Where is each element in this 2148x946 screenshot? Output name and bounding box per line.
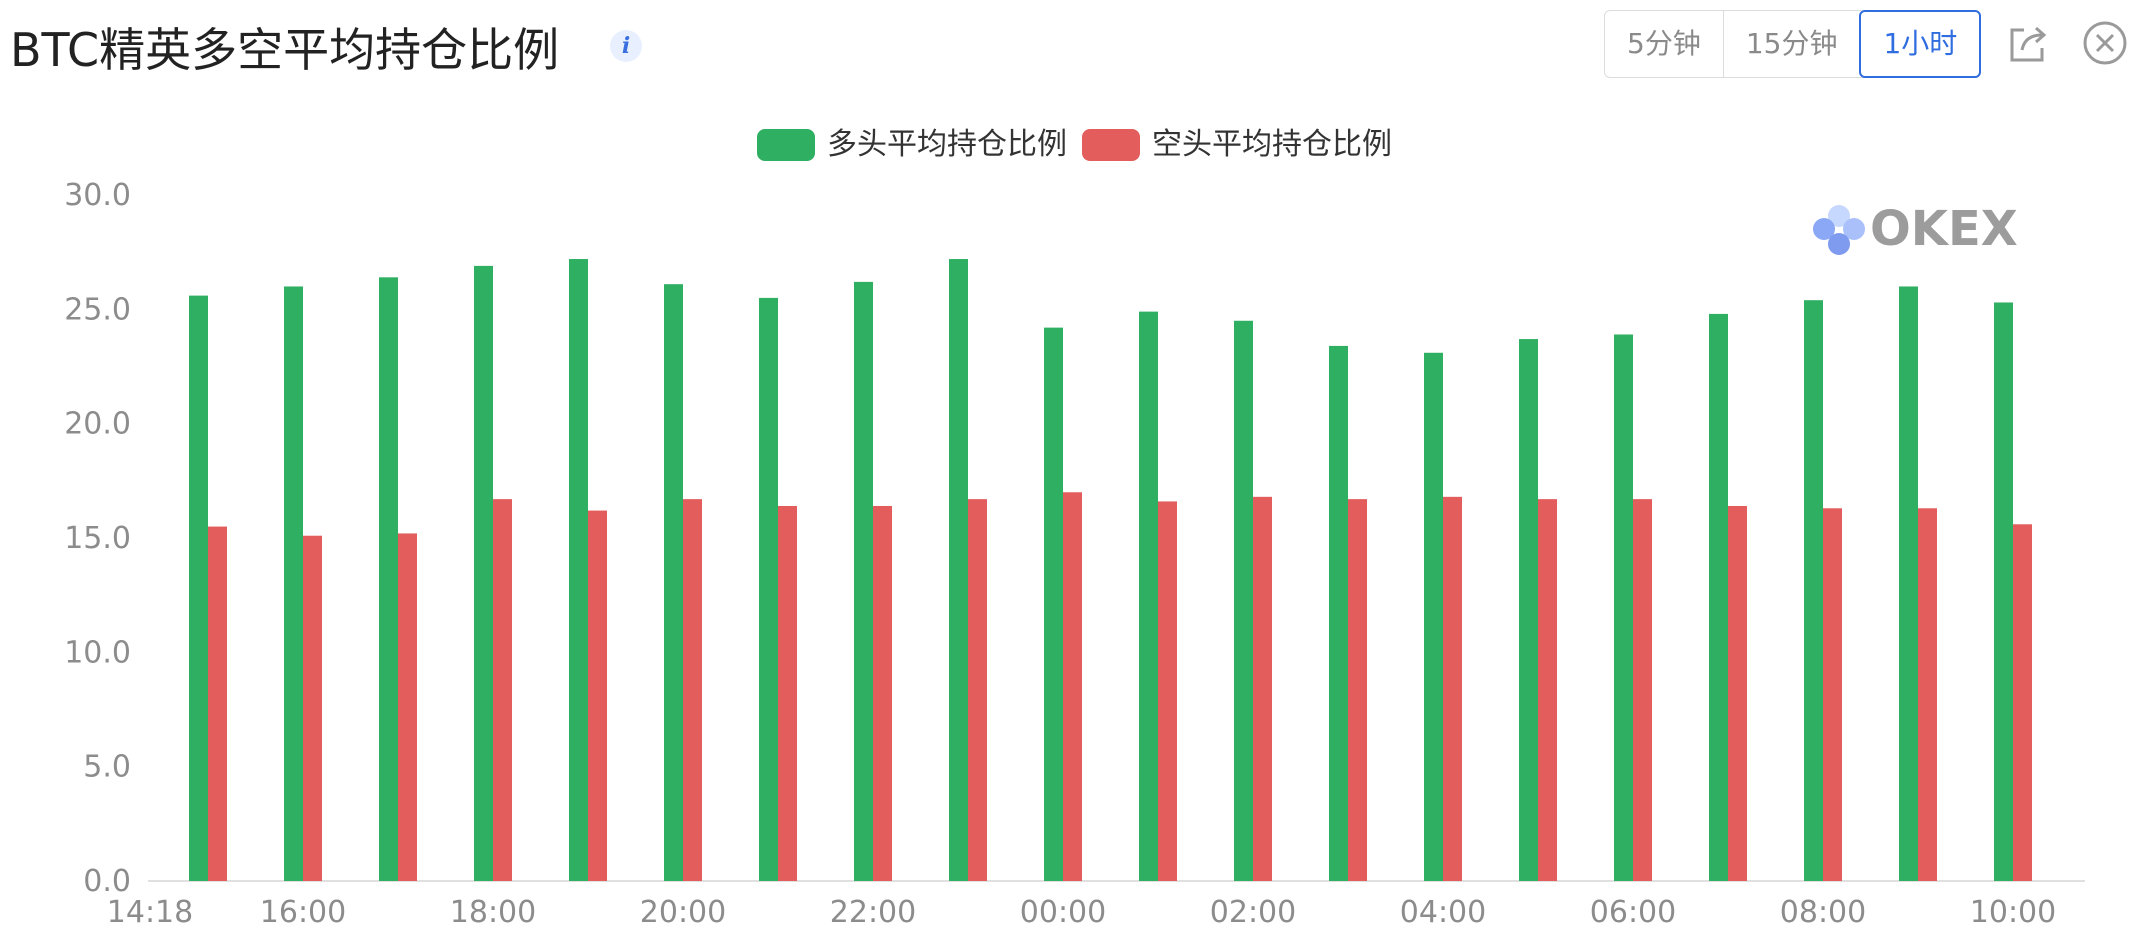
y-tick-label: 15.0 — [64, 521, 131, 556]
share-icon[interactable] — [2006, 22, 2050, 66]
bar-short[interactable] — [1348, 499, 1367, 881]
bar-long[interactable] — [284, 286, 303, 881]
x-tick-label: 10:00 — [1970, 895, 2056, 930]
bar-long[interactable] — [474, 265, 493, 881]
okex-logo: OKEX — [1813, 201, 2018, 257]
bar-long[interactable] — [664, 284, 683, 881]
bar-long[interactable] — [1614, 334, 1633, 881]
bar-long[interactable] — [1709, 313, 1728, 881]
bar-short[interactable] — [778, 505, 797, 881]
bar-short[interactable] — [1063, 492, 1082, 881]
y-tick-label: 10.0 — [64, 635, 131, 670]
okex-watermark: OKEX — [1870, 201, 2018, 257]
x-tick-label: 02:00 — [1210, 895, 1296, 930]
bar-short[interactable] — [208, 526, 227, 881]
x-tick-label: 22:00 — [830, 895, 916, 930]
legend-label-long: 多头平均持仓比例 — [827, 127, 1067, 162]
bar-long[interactable] — [949, 259, 968, 881]
bar-long[interactable] — [854, 281, 873, 882]
bar-long[interactable] — [759, 297, 778, 881]
legend-label-short: 空头平均持仓比例 — [1152, 127, 1392, 162]
bar-short[interactable] — [1728, 505, 1747, 881]
bar-short[interactable] — [303, 535, 322, 881]
logo-dot-top — [1828, 205, 1850, 227]
y-tick-label: 30.0 — [64, 178, 131, 213]
y-tick-label: 5.0 — [83, 750, 131, 785]
x-tick-label: 18:00 — [450, 895, 536, 930]
page-title: BTC精英多空平均持仓比例 — [10, 23, 560, 77]
bar-long[interactable] — [189, 295, 208, 881]
bar-short[interactable] — [493, 499, 512, 881]
x-tick-label: 06:00 — [1590, 895, 1676, 930]
bar-long[interactable] — [1994, 302, 2013, 881]
bar-long[interactable] — [1234, 320, 1253, 881]
y-tick-label: 25.0 — [64, 292, 131, 327]
legend-swatch-long — [757, 129, 815, 161]
x-tick-label: 04:00 — [1400, 895, 1486, 930]
x-tick-label: 00:00 — [1020, 895, 1106, 930]
close-icon[interactable] — [2082, 20, 2128, 66]
interval-1hour-button[interactable]: 1小时 — [1859, 10, 1982, 78]
bar-long[interactable] — [1139, 311, 1158, 881]
bar-short[interactable] — [1253, 496, 1272, 881]
bar-short[interactable] — [683, 499, 702, 881]
logo-dot-right — [1843, 218, 1865, 240]
legend-item-short[interactable]: 空头平均持仓比例 — [1082, 127, 1392, 162]
bar-short[interactable] — [588, 510, 607, 881]
interval-selector: 5分钟 15分钟 1小时 — [1604, 10, 1982, 78]
chart-legend: 多头平均持仓比例 空头平均持仓比例 — [757, 127, 1392, 162]
interval-5min-button[interactable]: 5分钟 — [1627, 27, 1701, 60]
bar-long[interactable] — [569, 259, 588, 881]
bar-long[interactable] — [1804, 300, 1823, 882]
bar-short[interactable] — [1538, 499, 1557, 881]
bar-short[interactable] — [1823, 508, 1842, 881]
bar-short[interactable] — [1443, 496, 1462, 881]
x-tick-label: 20:00 — [640, 895, 726, 930]
x-axis: 14:18 16:00 18:00 20:00 22:00 00:00 02:00 04:00… — [107, 895, 2056, 930]
bar-long[interactable] — [1519, 339, 1538, 881]
bar-short[interactable] — [398, 533, 417, 881]
interval-15min-button[interactable]: 15分钟 — [1722, 11, 1860, 77]
y-tick-label: 20.0 — [64, 407, 131, 442]
x-tick-label: 16:00 — [260, 895, 346, 930]
x-tick-label: 14:18 — [107, 895, 193, 930]
bar-short[interactable] — [1158, 501, 1177, 881]
info-icon[interactable]: i — [610, 30, 642, 62]
y-axis: 0.0 5.0 10.0 15.0 20.0 25.0 30.0 — [64, 178, 131, 899]
bar-short[interactable] — [1918, 508, 1937, 881]
logo-dot-left — [1813, 218, 1835, 240]
bar-series — [189, 259, 2032, 882]
bar-short[interactable] — [1633, 499, 1652, 881]
bar-short[interactable] — [968, 499, 987, 881]
bar-short[interactable] — [873, 505, 892, 881]
bar-short[interactable] — [2013, 524, 2032, 881]
legend-swatch-short — [1082, 129, 1140, 161]
y-tick-label: 0.0 — [83, 864, 131, 899]
x-tick-label: 08:00 — [1780, 895, 1866, 930]
bar-long[interactable] — [1899, 286, 1918, 881]
bar-long[interactable] — [1424, 352, 1443, 881]
legend-item-long[interactable]: 多头平均持仓比例 — [757, 127, 1067, 162]
bar-long[interactable] — [1329, 345, 1348, 881]
bar-long[interactable] — [379, 277, 398, 881]
logo-dot-bottom — [1828, 233, 1850, 255]
bar-long[interactable] — [1044, 327, 1063, 881]
